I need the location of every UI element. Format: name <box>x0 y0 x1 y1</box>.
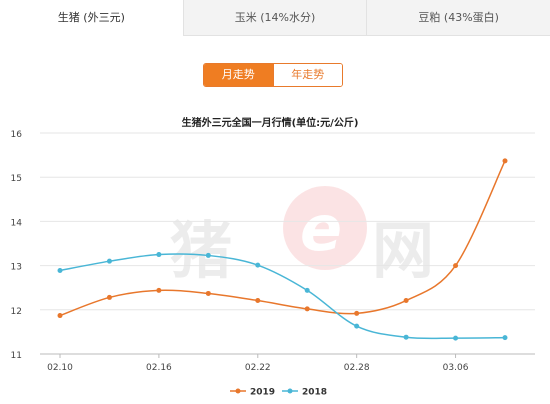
x-tick-label: 02.28 <box>344 363 370 373</box>
data-point-2018[interactable] <box>205 252 211 258</box>
data-point-2019[interactable] <box>255 298 261 304</box>
data-point-2019[interactable] <box>205 290 211 296</box>
series-line-2018 <box>59 253 506 340</box>
watermark-char-1: 猪 <box>170 214 232 287</box>
legend-label-2019: 2019 <box>250 388 275 398</box>
data-point-2019[interactable] <box>106 294 112 300</box>
legend-item-2018[interactable]: 2018 <box>282 388 327 398</box>
data-point-2018[interactable] <box>57 267 63 273</box>
y-tick-label: 15 <box>11 174 22 184</box>
series-lines <box>57 158 508 341</box>
y-tick-label: 14 <box>11 218 23 228</box>
data-point-2019[interactable] <box>403 298 409 304</box>
watermark: 猪 e 网 <box>170 186 434 287</box>
legend-marker-2019 <box>235 388 241 394</box>
data-point-2018[interactable] <box>255 262 261 268</box>
y-tick-label: 11 <box>11 351 22 361</box>
watermark-logo-circle <box>283 186 367 270</box>
legend-marker-2018 <box>287 388 293 394</box>
x-axis-ticks: 02.10 02.16 02.22 02.28 03.06 <box>47 354 469 373</box>
series-2018 <box>57 252 508 341</box>
chart-title: 生猪外三元全国一月行情(单位:元/公斤) <box>182 116 359 129</box>
data-point-2019[interactable] <box>502 158 508 164</box>
data-point-2019[interactable] <box>304 306 310 312</box>
x-tick-label: 02.22 <box>245 363 271 373</box>
data-point-2018[interactable] <box>354 323 360 329</box>
y-axis-ticks: 11 12 13 14 15 16 <box>11 130 23 361</box>
data-point-2018[interactable] <box>453 335 459 341</box>
monthly-trend-button[interactable]: 月走势 <box>204 64 273 86</box>
data-point-2018[interactable] <box>502 335 508 341</box>
data-point-2018[interactable] <box>304 287 310 293</box>
data-point-2019[interactable] <box>156 287 162 293</box>
data-point-2019[interactable] <box>57 313 63 319</box>
x-tick-label: 02.10 <box>47 363 73 373</box>
commodity-tabs: 生猪 (外三元) 玉米 (14%水分) 豆粕 (43%蛋白) <box>0 0 550 36</box>
y-tick-label: 16 <box>11 130 23 140</box>
y-tick-label: 13 <box>11 263 22 273</box>
tab-live-pig[interactable]: 生猪 (外三元) <box>0 0 183 36</box>
series-line-2019 <box>59 160 506 317</box>
x-tick-label: 02.16 <box>146 363 172 373</box>
watermark-char-2: e <box>300 192 342 265</box>
legend-label-2018: 2018 <box>302 388 327 398</box>
y-tick-label: 12 <box>11 307 22 317</box>
tab-corn[interactable]: 玉米 (14%水分) <box>182 0 367 36</box>
data-point-2018[interactable] <box>106 258 112 264</box>
series-2019 <box>57 158 508 319</box>
trend-toggle: 月走势 年走势 <box>203 63 343 87</box>
x-tick-label: 03.06 <box>443 363 469 373</box>
data-point-2019[interactable] <box>453 263 459 269</box>
watermark-char-3: 网 <box>372 214 434 287</box>
data-point-2019[interactable] <box>354 310 360 316</box>
grid-lines <box>40 132 535 355</box>
data-point-2018[interactable] <box>156 252 162 258</box>
legend-item-2019[interactable]: 2019 <box>230 388 275 398</box>
data-point-2018[interactable] <box>403 334 409 340</box>
yearly-trend-button[interactable]: 年走势 <box>272 64 342 86</box>
tab-soybean-meal[interactable]: 豆粕 (43%蛋白) <box>366 0 550 36</box>
legend: 2019 2018 <box>230 388 327 398</box>
